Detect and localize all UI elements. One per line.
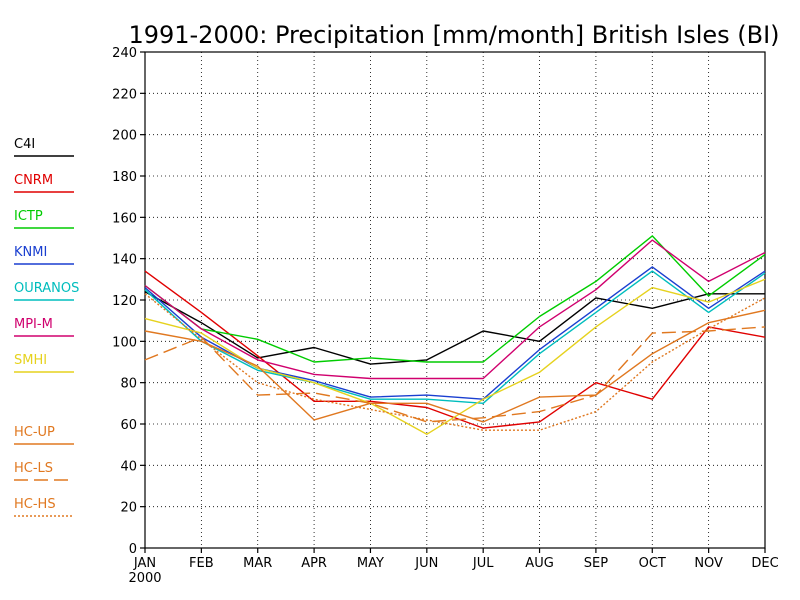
y-tick-label: 100 — [112, 335, 137, 350]
series-line-c4i — [144, 291, 765, 365]
x-tick-label: MAR — [243, 556, 272, 571]
y-tick-label: 0 — [129, 542, 137, 557]
y-tick-label: 60 — [120, 418, 137, 433]
legend-label-hc-ls: HC-LS — [14, 461, 53, 476]
series-lines — [144, 235, 766, 435]
y-tick-label: 160 — [112, 211, 137, 226]
y-tick-label: 120 — [112, 294, 137, 309]
y-tick-label: 200 — [112, 129, 137, 144]
legend-label-smhi: SMHI — [14, 353, 47, 368]
x-tick-label: DEC — [751, 556, 778, 571]
legend-label-knmi: KNMI — [14, 245, 47, 260]
legend: C4I CNRM ICTP KNMI OURANOS MPI-M SMHI HC-UP HC-L… — [14, 137, 79, 517]
legend-label-hc-up: HC-UP — [14, 425, 55, 440]
series-line-hc-up — [144, 309, 766, 423]
x-tick-label: NOV — [694, 556, 723, 571]
y-tick-label: 140 — [112, 253, 137, 268]
legend-label-ouranos: OURANOS — [14, 281, 79, 296]
x-tick-label: JUL — [472, 556, 494, 571]
chart-title: 1991-2000: Precipitation [mm/month] Brit… — [128, 21, 779, 49]
x-tick-label: MAY — [357, 556, 384, 571]
legend-label-cnrm: CNRM — [14, 173, 53, 188]
series-line-mpi-m — [144, 239, 766, 380]
x-tick-label: APR — [301, 556, 327, 571]
x-tick-label: JUN — [414, 556, 438, 571]
series-line-hc-ls — [144, 326, 766, 423]
x-tick-label: SEP — [584, 556, 608, 571]
y-tick-label: 20 — [120, 501, 137, 516]
y-tick-label: 220 — [112, 87, 137, 102]
x-tick-label: AUG — [525, 556, 553, 571]
axes: 0 20 40 60 80 100 120 140 160 180 200 220 240 JAN FEB M… — [112, 46, 778, 586]
x-tick-label: FEB — [189, 556, 214, 571]
legend-label-mpi-m: MPI-M — [14, 317, 53, 332]
series-line-hc-hs — [144, 293, 766, 431]
series-line-ouranos — [144, 270, 766, 404]
x-tick-label: JAN — [133, 556, 156, 571]
y-tick-label: 240 — [112, 46, 137, 61]
series-line-cnrm — [144, 270, 766, 429]
gridlines — [145, 51, 765, 548]
x-tick-label: OCT — [639, 556, 666, 571]
plot-frame — [144, 51, 766, 549]
y-tick-label: 40 — [120, 459, 137, 474]
y-tick-label: 180 — [112, 170, 137, 185]
legend-label-c4i: C4I — [14, 137, 35, 152]
series-line-ictp — [144, 235, 766, 363]
y-tick-label: 80 — [120, 377, 137, 392]
x-year-label: 2000 — [128, 571, 161, 586]
legend-label-hc-hs: HC-HS — [14, 497, 56, 512]
legend-label-ictp: ICTP — [14, 209, 43, 224]
